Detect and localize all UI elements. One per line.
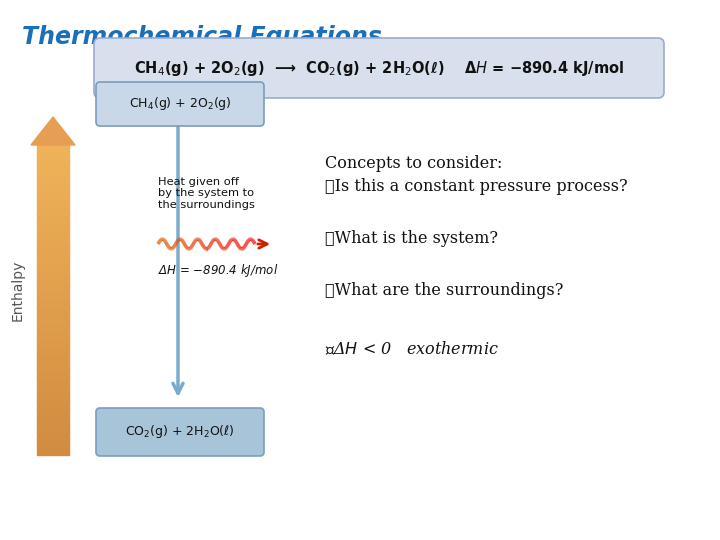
Text: Enthalpy: Enthalpy: [11, 259, 25, 321]
Bar: [37, 393, 69, 401]
Bar: [37, 338, 69, 347]
Bar: [37, 361, 69, 370]
Text: CH$_4$(g) + 2O$_2$(g): CH$_4$(g) + 2O$_2$(g): [129, 94, 231, 111]
Bar: [37, 199, 69, 207]
Bar: [37, 416, 69, 424]
Bar: [37, 206, 69, 215]
Bar: [37, 408, 69, 416]
Bar: [37, 439, 69, 447]
Text: CH$_4$(g) + 2O$_2$(g)  ⟶  CO$_2$(g) + 2H$_2$O(ℓ)    Δ$H$ = −890.4 kJ/mol: CH$_4$(g) + 2O$_2$(g) ⟶ CO$_2$(g) + 2H$_…: [134, 58, 624, 78]
Text: Heat given off
by the system to
the surroundings: Heat given off by the system to the surr…: [158, 177, 255, 210]
Bar: [37, 176, 69, 184]
Bar: [37, 431, 69, 440]
Bar: [37, 160, 69, 168]
FancyBboxPatch shape: [96, 408, 264, 456]
Bar: [37, 214, 69, 222]
Bar: [37, 238, 69, 246]
Text: ➤What are the surroundings?: ➤What are the surroundings?: [325, 282, 563, 299]
Bar: [37, 261, 69, 269]
Bar: [37, 447, 69, 455]
Bar: [37, 369, 69, 377]
Bar: [37, 183, 69, 192]
Text: Δ$H$ = −890.4 kJ/mol: Δ$H$ = −890.4 kJ/mol: [158, 262, 278, 279]
Bar: [37, 354, 69, 362]
FancyBboxPatch shape: [94, 38, 664, 98]
Bar: [37, 346, 69, 354]
Bar: [37, 168, 69, 176]
Bar: [37, 245, 69, 253]
Bar: [37, 222, 69, 230]
Bar: [37, 292, 69, 300]
FancyBboxPatch shape: [96, 82, 264, 126]
Bar: [37, 315, 69, 323]
Bar: [37, 323, 69, 331]
Polygon shape: [31, 117, 75, 145]
Text: Concepts to consider:: Concepts to consider:: [325, 155, 503, 172]
Bar: [37, 268, 69, 276]
Bar: [37, 191, 69, 199]
Bar: [37, 377, 69, 385]
Bar: [37, 253, 69, 261]
Bar: [37, 230, 69, 238]
Bar: [37, 423, 69, 432]
Bar: [37, 400, 69, 408]
Text: ➤Δ$H$ < 0   exothermic: ➤Δ$H$ < 0 exothermic: [325, 340, 499, 357]
Bar: [37, 145, 69, 153]
Bar: [37, 330, 69, 339]
Bar: [37, 152, 69, 160]
Bar: [37, 300, 69, 308]
Text: CO$_2$(g) + 2H$_2$O(ℓ): CO$_2$(g) + 2H$_2$O(ℓ): [125, 422, 235, 440]
Bar: [37, 284, 69, 292]
Text: Thermochemical Equations: Thermochemical Equations: [22, 25, 382, 49]
Text: ➤What is the system?: ➤What is the system?: [325, 230, 498, 247]
Bar: [37, 307, 69, 315]
Text: ➤Is this a constant pressure process?: ➤Is this a constant pressure process?: [325, 178, 628, 195]
Bar: [37, 384, 69, 393]
Bar: [37, 276, 69, 285]
